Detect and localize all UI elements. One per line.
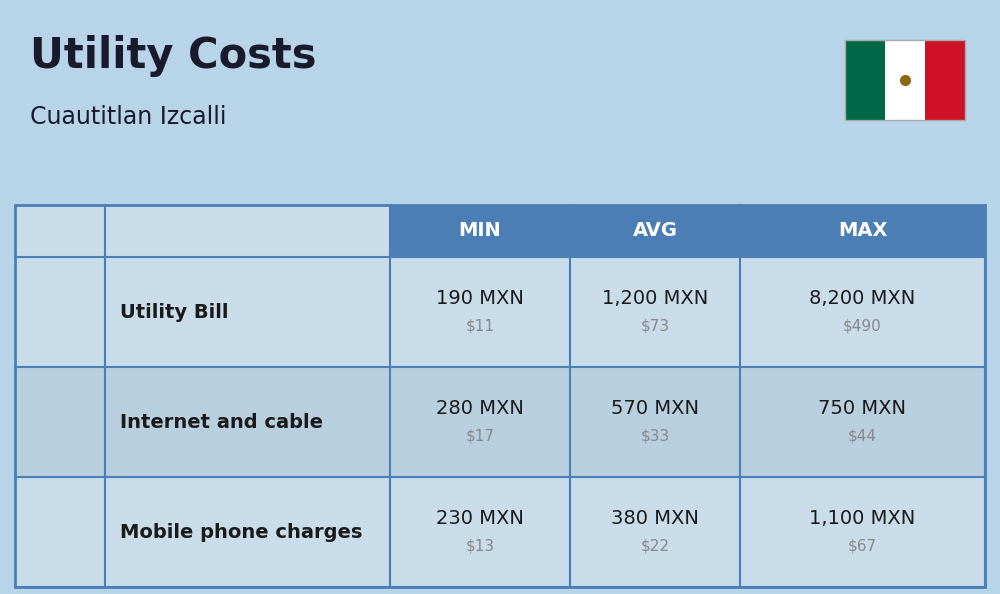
Text: Utility Bill: Utility Bill <box>120 302 228 321</box>
Bar <box>28 390 92 454</box>
Bar <box>15 257 985 367</box>
Bar <box>28 280 92 345</box>
Text: 280 MXN: 280 MXN <box>436 399 524 418</box>
Text: AVG: AVG <box>633 222 678 241</box>
Text: $67: $67 <box>848 539 877 554</box>
Text: MIN: MIN <box>459 222 501 241</box>
Text: $22: $22 <box>640 539 670 554</box>
Bar <box>15 477 985 587</box>
Text: 570 MXN: 570 MXN <box>611 399 699 418</box>
Text: Utility Costs: Utility Costs <box>30 35 316 77</box>
Text: 1,100 MXN: 1,100 MXN <box>809 508 916 527</box>
Text: 190 MXN: 190 MXN <box>436 289 524 308</box>
Text: $13: $13 <box>465 539 495 554</box>
Text: 380 MXN: 380 MXN <box>611 508 699 527</box>
Text: Internet and cable: Internet and cable <box>120 412 323 431</box>
Bar <box>845 40 965 120</box>
Bar <box>845 40 885 120</box>
Bar <box>390 205 985 257</box>
Bar <box>15 205 985 587</box>
Bar <box>28 500 92 564</box>
Bar <box>925 40 965 120</box>
Bar <box>885 40 925 120</box>
Text: $11: $11 <box>466 318 494 333</box>
Text: $17: $17 <box>466 428 494 444</box>
Text: 230 MXN: 230 MXN <box>436 508 524 527</box>
Bar <box>15 367 985 477</box>
Text: Mobile phone charges: Mobile phone charges <box>120 523 362 542</box>
Text: 1,200 MXN: 1,200 MXN <box>602 289 708 308</box>
Text: Cuautitlan Izcalli: Cuautitlan Izcalli <box>30 105 226 129</box>
Text: $44: $44 <box>848 428 877 444</box>
Bar <box>15 205 390 257</box>
Text: 8,200 MXN: 8,200 MXN <box>809 289 916 308</box>
Text: $490: $490 <box>843 318 882 333</box>
Text: $33: $33 <box>640 428 670 444</box>
Text: $73: $73 <box>640 318 670 333</box>
Text: MAX: MAX <box>838 222 887 241</box>
Text: 750 MXN: 750 MXN <box>818 399 906 418</box>
